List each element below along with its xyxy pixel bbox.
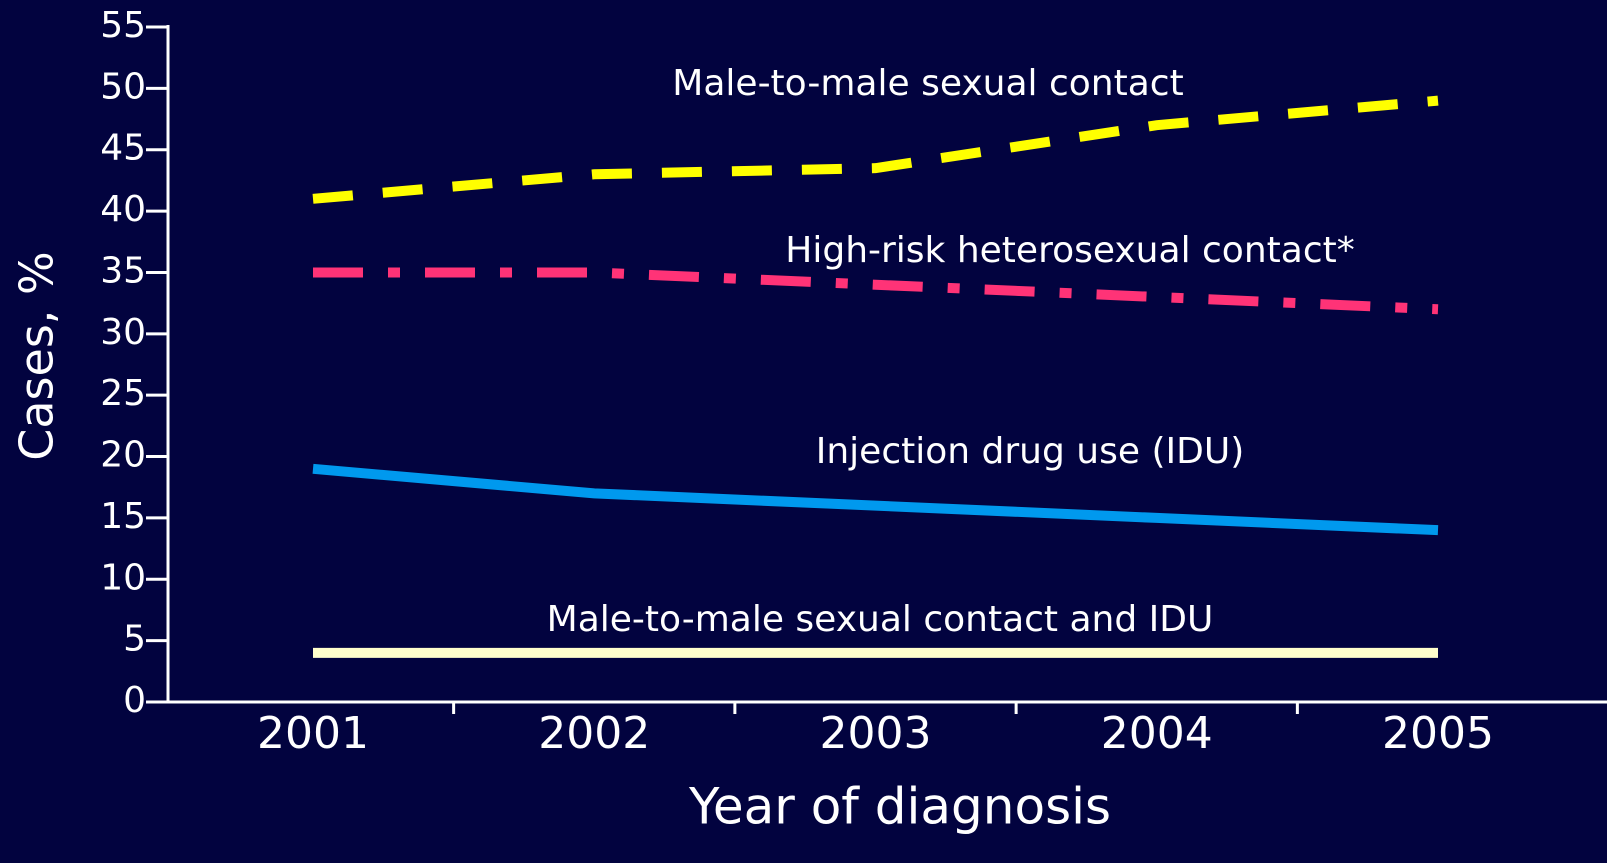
x-tick-label: 2005 [1382, 708, 1494, 759]
series-label: Male-to-male sexual contact and IDU [547, 599, 1214, 640]
x-tick-label: 2001 [257, 708, 369, 759]
series-label: High-risk heterosexual contact* [785, 230, 1354, 271]
y-tick-label: 10 [100, 557, 146, 598]
series-line [312, 95, 1439, 204]
series-line [312, 463, 1439, 536]
series-label: Injection drug use (IDU) [816, 431, 1244, 472]
x-tick-label: 2003 [820, 708, 932, 759]
y-tick-label: 55 [100, 5, 146, 46]
y-tick-label: 40 [100, 189, 146, 230]
y-tick-label: 5 [123, 619, 146, 660]
y-tick-label: 25 [100, 373, 146, 414]
x-tick-label: 2004 [1101, 708, 1213, 759]
y-tick-label: 50 [100, 66, 146, 107]
x-tick-label: 2002 [538, 708, 650, 759]
y-tick-label: 0 [123, 680, 146, 721]
y-axis-title: Cases, % [10, 251, 64, 461]
y-tick-label: 35 [100, 250, 146, 291]
y-tick-label: 45 [100, 128, 146, 169]
y-tick-label: 15 [100, 496, 146, 537]
series-line [313, 267, 1439, 315]
series-label: Male-to-male sexual contact [672, 63, 1183, 104]
x-axis-title: Year of diagnosis [688, 778, 1111, 836]
y-tick-label: 20 [100, 435, 146, 476]
y-tick-label: 30 [100, 312, 146, 353]
